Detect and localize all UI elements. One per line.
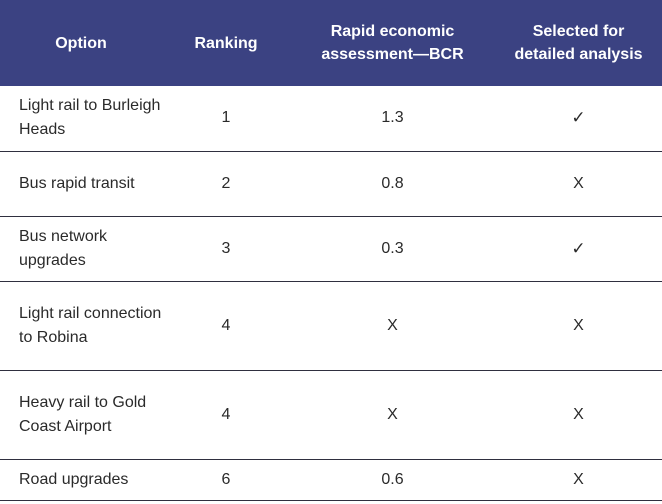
cell-option: Light rail to Burleigh Heads <box>0 86 162 152</box>
cell-selected: X <box>495 370 662 460</box>
cell-bcr: 0.3 <box>290 216 495 282</box>
cell-option: Bus network upgrades <box>0 216 162 282</box>
header-bcr: Rapid economic assessment—BCR <box>321 23 464 63</box>
header-option: Option <box>55 34 107 52</box>
cell-ranking: 2 <box>162 151 290 217</box>
table-body: Light rail to Burleigh Heads 1 1.3 ✓ Bus… <box>0 86 662 501</box>
cell-bcr: X <box>290 370 495 460</box>
cell-ranking: 1 <box>162 86 290 152</box>
cell-ranking: 6 <box>162 459 290 501</box>
cell-selected: X <box>495 151 662 217</box>
table-row: Bus rapid transit 2 0.8 X <box>0 151 662 217</box>
table-row: Light rail connection to Robina 4 X X <box>0 281 662 371</box>
cell-bcr: 0.8 <box>290 151 495 217</box>
table-row: Light rail to Burleigh Heads 1 1.3 ✓ <box>0 86 662 152</box>
cell-option: Heavy rail to Gold Coast Airport <box>0 370 162 460</box>
header-row: Option Ranking Rapid economic assessment… <box>0 0 662 86</box>
cell-bcr: 0.6 <box>290 459 495 501</box>
cell-ranking: 3 <box>162 216 290 282</box>
cell-ranking: 4 <box>162 370 290 460</box>
cell-selected: ✓ <box>495 86 662 152</box>
cell-selected: X <box>495 459 662 501</box>
cell-ranking: 4 <box>162 281 290 371</box>
cell-option: Bus rapid transit <box>0 151 162 217</box>
table-row: Road upgrades 6 0.6 X <box>0 459 662 501</box>
table-row: Bus network upgrades 3 0.3 ✓ <box>0 216 662 282</box>
header-ranking: Ranking <box>194 34 258 52</box>
cell-selected: X <box>495 281 662 371</box>
table-row: Heavy rail to Gold Coast Airport 4 X X <box>0 370 662 460</box>
cell-selected: ✓ <box>495 216 662 282</box>
cell-option: Road upgrades <box>0 459 162 501</box>
cell-bcr: X <box>290 281 495 371</box>
header-selected: Selected for detailed analysis <box>514 23 643 63</box>
cell-bcr: 1.3 <box>290 86 495 152</box>
table-header: Option Ranking Rapid economic assessment… <box>0 0 662 86</box>
cell-option: Light rail connection to Robina <box>0 281 162 371</box>
